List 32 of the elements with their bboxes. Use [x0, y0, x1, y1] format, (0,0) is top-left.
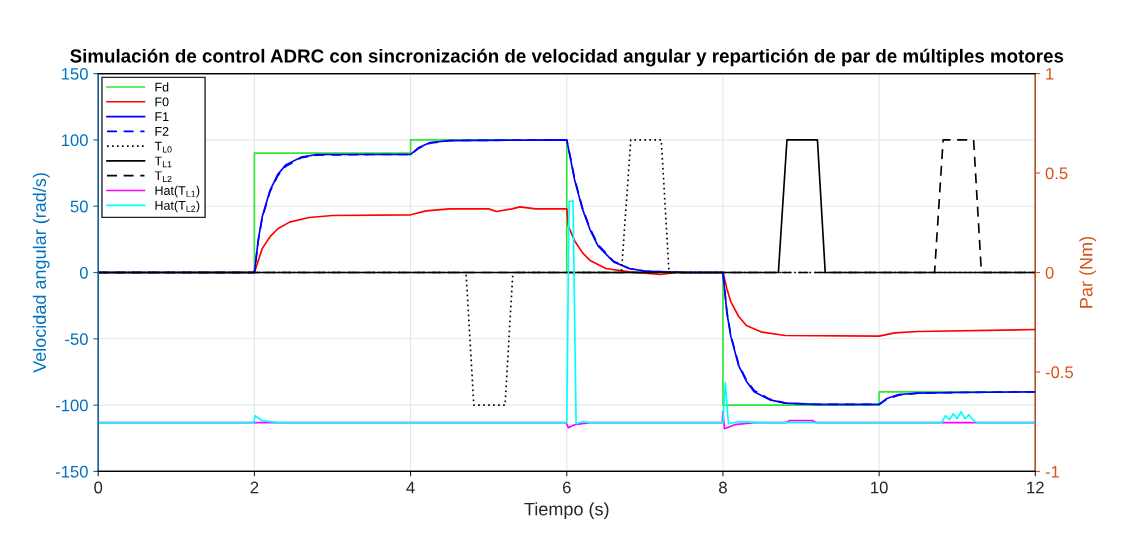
legend-label: Hat(T$_{L2}$) — [155, 200, 200, 213]
y2-tick-label: 0 — [1045, 266, 1054, 279]
legend-label: F2 — [155, 126, 169, 136]
x-tick-label: 0 — [94, 481, 103, 494]
x-tick-label: 8 — [719, 481, 727, 494]
legend-label: F1 — [155, 112, 169, 121]
x-tick-label: 6 — [562, 481, 571, 494]
legend-label: F0 — [155, 97, 169, 107]
y2-tick-label: 0.5 — [1045, 167, 1068, 180]
y-axis-title: Velocidad angular (rad/s) — [32, 173, 50, 373]
y2-axis-title: Par (Nm) — [1079, 237, 1097, 308]
legend-label: T$_{L0}$ — [154, 141, 172, 153]
y-tick-label: 150 — [61, 67, 88, 80]
x-tick-label: 2 — [250, 481, 259, 494]
legend-label: Hat(T$_{L1}$) — [155, 185, 200, 198]
chart-title: Simulación de control ADRC con sincronización de velocidad angular y repartición de par de múltiples motores — [70, 48, 1064, 67]
y2-tick-label: -0.5 — [1045, 366, 1074, 379]
legend-label: T$_{L1}$ — [154, 156, 172, 168]
y2-tick-label: 1 — [1046, 68, 1054, 80]
y-tick-label: 100 — [61, 134, 88, 147]
y-tick-label: -50 — [65, 333, 88, 346]
x-tick-label: 12 — [1027, 481, 1044, 494]
legend-label: T$_{L2}$ — [154, 171, 172, 182]
x-axis-title: Tiempo (s) — [524, 502, 609, 520]
y-tick-label: 50 — [70, 200, 88, 213]
x-tick-label: 4 — [406, 481, 415, 494]
y-tick-label: -100 — [55, 399, 88, 412]
y2-tick-label: -1 — [1045, 466, 1060, 478]
y-tick-label: -150 — [55, 465, 88, 478]
x-tick-label: 10 — [871, 481, 888, 494]
legend-label: Fd — [155, 82, 169, 92]
y-tick-label: 0 — [79, 266, 88, 279]
